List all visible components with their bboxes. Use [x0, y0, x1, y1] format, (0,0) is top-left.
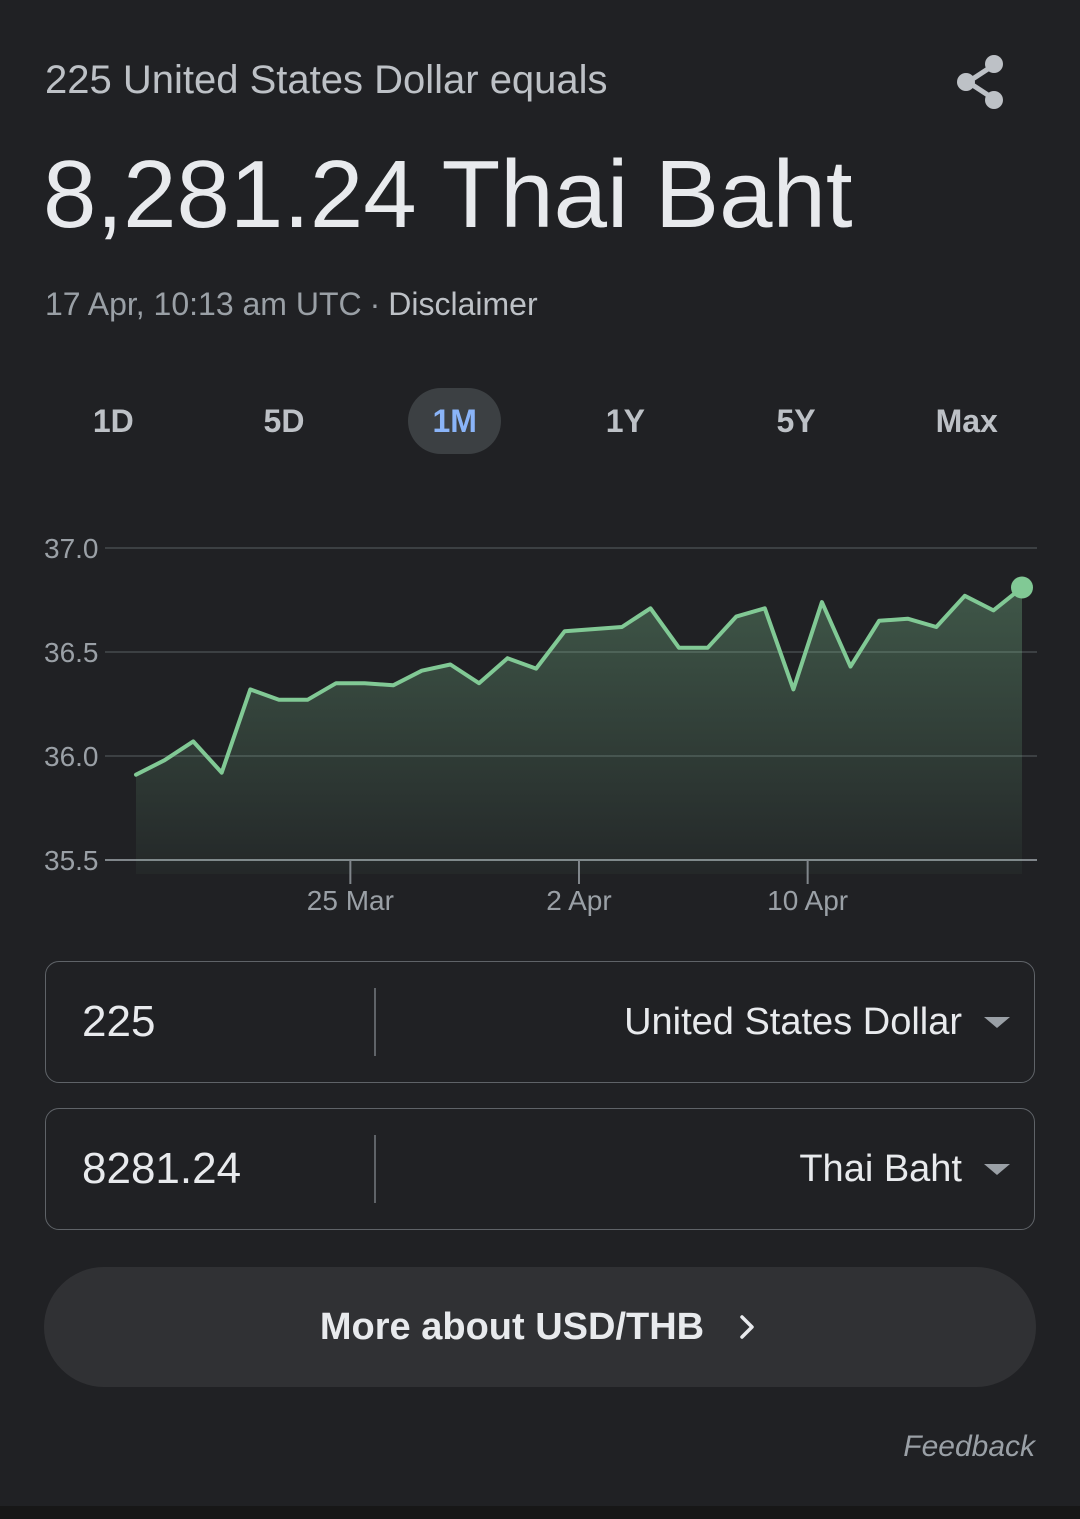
tab-1y[interactable]: 1Y: [540, 388, 711, 454]
exchange-rate-chart[interactable]: 37.0 36.5 36.0 35.5 25 Mar 2 Apr 10 Apr: [0, 520, 1080, 930]
field-divider: [374, 988, 376, 1056]
converted-amount-headline: 8,281.24 Thai Baht: [43, 141, 853, 248]
separator-dot: ·: [369, 286, 381, 322]
more-about-button[interactable]: More about USD/THB: [44, 1267, 1036, 1387]
to-currency-select[interactable]: Thai Baht: [376, 1109, 1034, 1229]
to-currency-label: Thai Baht: [799, 1147, 962, 1190]
tab-label: Max: [935, 403, 998, 439]
latest-point-marker: [1011, 576, 1033, 599]
tab-label: 1D: [92, 403, 134, 439]
area-fill: [136, 587, 1022, 874]
chevron-right-icon: [740, 1315, 754, 1339]
y-tick-label: 36.0: [44, 741, 99, 772]
disclaimer-link[interactable]: Disclaimer: [388, 286, 538, 322]
dropdown-arrow-icon: [984, 1016, 1010, 1028]
field-divider: [374, 1135, 376, 1203]
y-tick-label: 35.5: [44, 845, 99, 876]
range-tabs: 1D 5D 1M 1Y 5Y Max: [28, 388, 1052, 454]
y-tick-label: 37.0: [44, 533, 99, 564]
tab-1d[interactable]: 1D: [28, 388, 199, 454]
from-converter-row: United States Dollar: [45, 961, 1035, 1083]
x-tick-label: 25 Mar: [307, 885, 394, 916]
tab-label: 5Y: [776, 403, 816, 439]
tab-max[interactable]: Max: [881, 388, 1052, 454]
tab-5d[interactable]: 5D: [199, 388, 370, 454]
conversion-subtitle: 225 United States Dollar equals: [45, 58, 608, 102]
y-tick-label: 36.5: [44, 637, 99, 668]
dropdown-arrow-icon: [984, 1163, 1010, 1175]
from-currency-label: United States Dollar: [624, 1000, 962, 1043]
timestamp-line: 17 Apr, 10:13 am UTC · Disclaimer: [45, 286, 538, 323]
series-line: [134, 585, 1024, 777]
tab-label: 5D: [263, 403, 305, 439]
tab-label: 1Y: [605, 403, 645, 439]
timestamp: 17 Apr, 10:13 am UTC: [45, 286, 362, 322]
tab-label: 1M: [408, 388, 501, 454]
share-icon[interactable]: [950, 50, 1014, 114]
tab-1m[interactable]: 1M: [369, 388, 540, 454]
to-amount-input[interactable]: [46, 1109, 374, 1229]
feedback-link[interactable]: Feedback: [903, 1430, 1035, 1463]
x-tick-label: 10 Apr: [767, 885, 848, 916]
to-converter-row: Thai Baht: [45, 1108, 1035, 1230]
x-tick-label: 2 Apr: [546, 885, 611, 916]
bottom-divider: [0, 1506, 1080, 1519]
from-amount-input[interactable]: [46, 962, 374, 1082]
from-currency-select[interactable]: United States Dollar: [376, 962, 1034, 1082]
tab-5y[interactable]: 5Y: [711, 388, 882, 454]
more-about-label: More about USD/THB: [319, 1305, 705, 1348]
